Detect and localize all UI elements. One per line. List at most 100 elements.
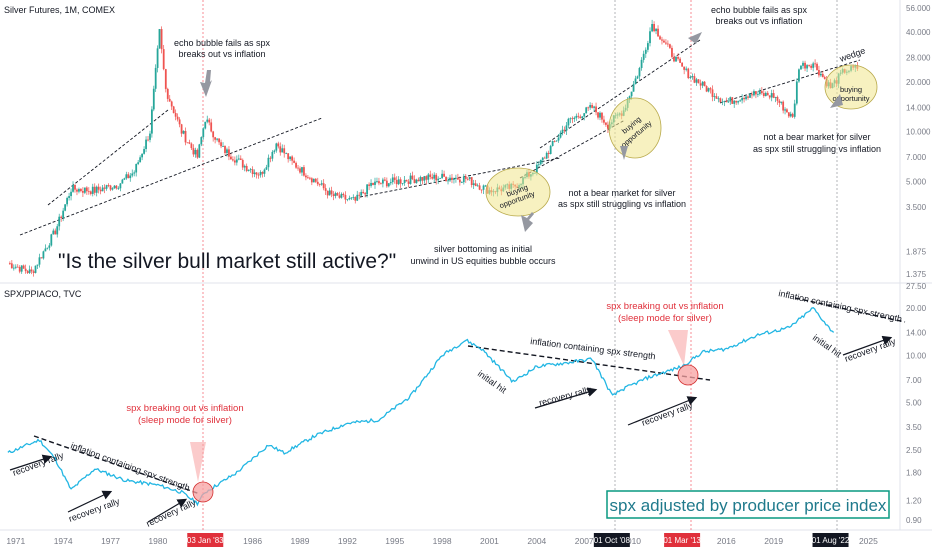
notbear-text-1a: not a bear market for silver [568, 188, 675, 198]
silver-candle [89, 191, 92, 194]
silver-candle [484, 185, 487, 187]
silver-candle [154, 67, 157, 89]
silver-candle [591, 105, 594, 108]
silver-candle [395, 179, 398, 185]
ratio-y-tick: 2.50 [906, 446, 922, 455]
silver-candle [433, 174, 436, 179]
silver-candle [160, 29, 163, 50]
ratio-y-tick: 3.50 [906, 423, 922, 432]
x-tick: 1992 [338, 536, 357, 546]
silver-candle [760, 91, 763, 94]
silver-candle [447, 180, 449, 182]
silver-candle [149, 133, 151, 140]
silver-candle [380, 183, 382, 185]
silver-candle [725, 101, 728, 103]
silver-candle [277, 143, 280, 147]
silver-candle [143, 149, 145, 154]
silver-candle [129, 175, 132, 179]
silver-candle [235, 159, 238, 163]
silver-candle [679, 58, 681, 63]
silver-candle [245, 165, 248, 171]
silver-candle [216, 138, 219, 140]
silver-candle [636, 76, 639, 79]
silver-candle [186, 142, 189, 144]
silver-candle [263, 169, 266, 174]
silver-candle [156, 48, 159, 68]
silver-y-tick: 20.000 [906, 78, 931, 87]
silver-candle [478, 185, 481, 190]
silver-candle [166, 88, 169, 99]
silver-candle [332, 194, 335, 197]
silver-candle [8, 263, 11, 264]
silver-candle [324, 188, 327, 191]
boxed-label-frame [606, 490, 890, 519]
silver-candle [638, 68, 641, 77]
silver-candle [818, 70, 820, 76]
silver-candle [22, 265, 25, 269]
silver-candle [630, 91, 633, 97]
silver-candle [657, 28, 659, 37]
silver-candle [601, 112, 603, 120]
silver-candle [87, 191, 90, 193]
silver-candle [78, 189, 80, 192]
silver-candle [423, 176, 426, 181]
silver-candle [603, 119, 605, 123]
silver-candle [599, 112, 601, 118]
silver-candle [334, 193, 337, 197]
x-badge-bg [187, 533, 224, 547]
silver-candle [137, 162, 140, 165]
silver-candle [366, 184, 369, 195]
silver-y-tick: 28.000 [906, 54, 931, 63]
x-axis: 1971 1974 1977 1980 1986 1989 1992 1995 1998 2001… [6, 533, 878, 547]
silver-candle [409, 175, 412, 184]
silver-candle [320, 183, 323, 185]
silver-candle [577, 115, 580, 117]
breakout-text-2b: (sleep mode for silver) [618, 313, 712, 324]
silver-candle [407, 181, 410, 184]
silver-candle [12, 267, 15, 269]
silver-candle [539, 159, 542, 165]
x-tick: 1974 [54, 536, 73, 546]
x-badge: 01 Aug '22 [812, 536, 850, 545]
recovery-text-6: recovery rally [843, 336, 897, 364]
silver-candle [632, 84, 635, 92]
silver-candle [774, 96, 777, 98]
silver-candle [768, 95, 771, 98]
bottoming-text-b: unwind in US equities bubble occurs [410, 256, 556, 266]
silver-candle [685, 68, 688, 70]
x-tick: 1995 [385, 536, 404, 546]
silver-candle [385, 180, 388, 187]
silver-candle [62, 210, 65, 218]
x-tick: 2001 [480, 536, 499, 546]
silver-candle [717, 98, 720, 100]
silver-candle [399, 179, 402, 184]
silver-candle [669, 44, 671, 48]
silver-candle [145, 139, 147, 150]
silver-candle [322, 183, 325, 189]
silver-candle [561, 129, 564, 133]
silver-candle [316, 181, 319, 185]
boxed-label: spx adjusted by producer price index [610, 496, 887, 515]
silver-candle [91, 186, 94, 194]
silver-candle [587, 107, 590, 109]
silver-candle [64, 204, 67, 211]
silver-candle [93, 186, 96, 193]
silver-candle [14, 266, 17, 268]
x-badge: 03 Jan '83 [187, 536, 224, 545]
silver-candle [806, 65, 808, 69]
silver-candle [749, 94, 751, 98]
silver-candle [421, 177, 424, 181]
silver-candle [44, 248, 47, 252]
echo-text-1a: echo bubble fails as spx [174, 38, 271, 48]
silver-candle [358, 194, 361, 196]
silver-candle [405, 179, 408, 182]
silver-candle [778, 100, 781, 103]
silver-candle [210, 122, 213, 132]
silver-candle [360, 191, 363, 196]
silver-candle [344, 195, 347, 200]
silver-candle [224, 146, 226, 154]
silver-candle [299, 168, 301, 173]
silver-candle [628, 96, 631, 100]
silver-candle [741, 97, 744, 101]
x-tick: 2016 [717, 536, 736, 546]
